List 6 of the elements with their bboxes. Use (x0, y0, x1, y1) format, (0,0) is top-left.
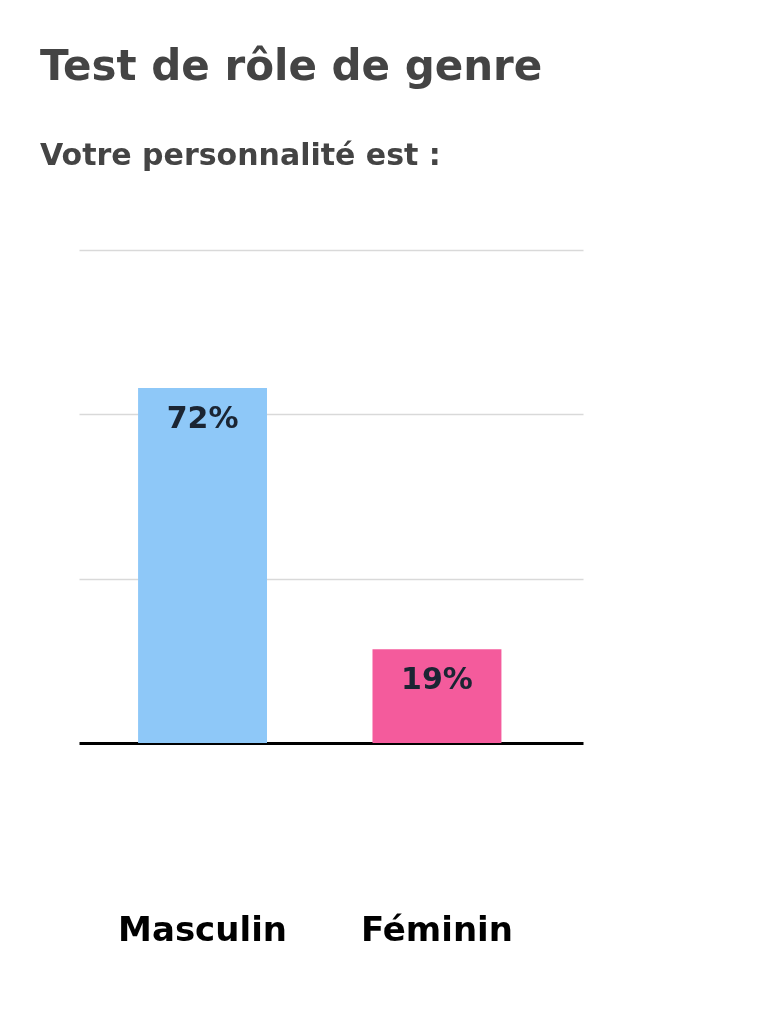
chart-subtitle: Votre personnalité est : (40, 137, 441, 172)
x-tick-label: Féminin (360, 908, 513, 949)
x-tick-label: Masculin (118, 908, 287, 949)
chart-title: Test de rôle de genre (40, 41, 543, 90)
data-label: 19% (401, 661, 473, 697)
data-label: 72% (166, 400, 239, 436)
